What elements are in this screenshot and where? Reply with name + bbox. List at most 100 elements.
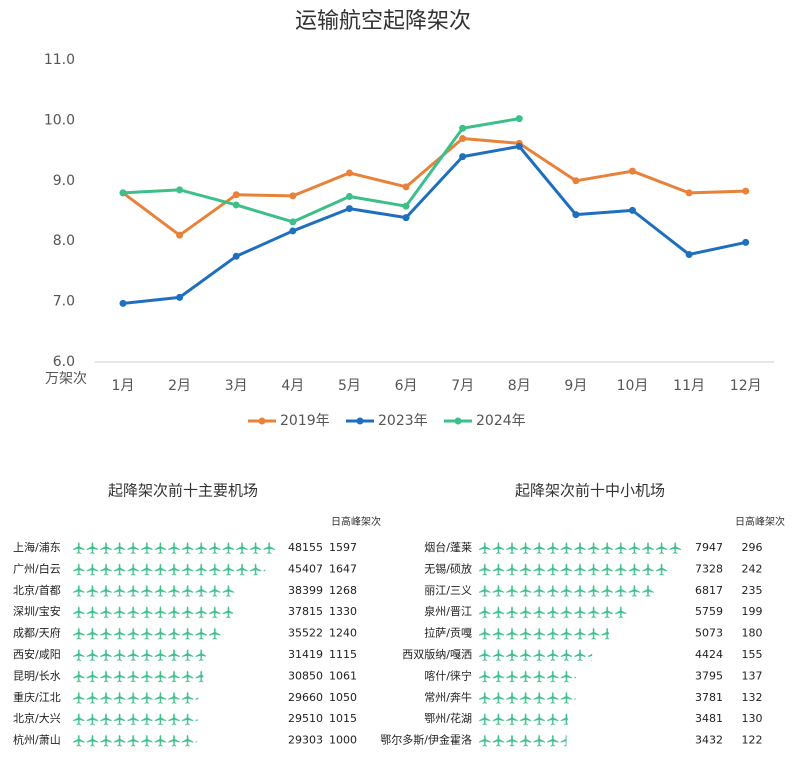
row-name: 泉州/晋江 [424, 604, 472, 618]
data-point [232, 201, 240, 209]
data-point [119, 299, 127, 307]
data-point [176, 293, 184, 301]
icon-row [478, 733, 567, 748]
series-line [122, 117, 520, 224]
data-point [742, 238, 750, 246]
row-value: 3481 [695, 712, 723, 725]
row-peak: 1240 [329, 627, 357, 640]
series-line [122, 144, 747, 305]
icon-bar [478, 690, 576, 705]
x-tick-label: 12月 [730, 378, 762, 394]
data-point [685, 250, 693, 258]
row-value: 7947 [695, 541, 723, 554]
icon-row [72, 648, 206, 662]
row-value: 45407 [288, 562, 323, 575]
data-point [402, 202, 410, 210]
data-point [628, 206, 636, 214]
x-tick-label: 8月 [508, 378, 531, 394]
row-value: 29303 [288, 734, 323, 747]
row-peak: 242 [742, 562, 763, 575]
icon-bar [478, 541, 683, 555]
icon-row [72, 562, 266, 577]
icon-bar [478, 605, 627, 620]
data-point [176, 186, 184, 194]
y-tick-label: 8.0 [53, 233, 75, 249]
row-peak: 122 [742, 734, 763, 747]
x-tick-label: 6月 [395, 378, 418, 394]
section-title: 起降架次前十中小机场 [515, 482, 665, 500]
icon-bar [72, 733, 197, 748]
icon-bar [72, 669, 204, 684]
y-tick-label: 10.0 [44, 112, 75, 128]
row-peak: 1647 [329, 562, 357, 575]
x-tick-label: 3月 [225, 378, 248, 394]
row-name: 烟台/蓬莱 [424, 540, 472, 554]
data-point [628, 167, 636, 175]
data-point [232, 191, 240, 199]
legend-label: 2019年 [280, 413, 330, 429]
icon-bar [72, 690, 199, 705]
row-name: 成都/天府 [13, 626, 61, 640]
row-value: 4424 [695, 648, 723, 661]
icon-bar [72, 562, 266, 577]
row-name: 西双版纳/嘎洒 [402, 647, 472, 661]
legend-marker [356, 417, 364, 425]
row-name: 重庆/江北 [13, 690, 61, 704]
x-tick-label: 11月 [673, 378, 705, 394]
data-point [345, 169, 353, 177]
data-point [232, 252, 240, 260]
data-point [515, 115, 523, 123]
icon-row [72, 733, 197, 748]
row-peak: 155 [742, 648, 763, 661]
icon-bar [72, 583, 236, 598]
x-tick-label: 2月 [168, 378, 191, 394]
icon-row [478, 626, 609, 641]
data-point [459, 135, 467, 143]
row-name: 拉萨/贡嘎 [424, 626, 472, 640]
data-point [742, 187, 750, 195]
icon-row [478, 669, 576, 684]
row-value: 38399 [288, 584, 323, 597]
data-point [345, 205, 353, 213]
legend-label: 2024年 [476, 413, 526, 429]
row-name: 无锡/硕放 [424, 561, 472, 575]
icon-row [478, 605, 627, 620]
x-tick-label: 1月 [112, 378, 135, 394]
row-name: 广州/白云 [13, 561, 61, 575]
x-tick-label: 9月 [564, 378, 587, 394]
icon-row [72, 605, 233, 620]
data-point [572, 177, 580, 185]
legend-marker [258, 417, 266, 425]
icon-row [478, 712, 568, 727]
row-value: 29510 [288, 712, 323, 725]
row-peak: 199 [742, 605, 763, 618]
data-point [459, 153, 467, 161]
x-tick-label: 4月 [281, 378, 304, 394]
row-value: 48155 [288, 541, 323, 554]
row-name: 常州/奔牛 [424, 690, 472, 704]
icon-bar [478, 733, 567, 748]
row-name: 深圳/宝安 [13, 604, 61, 618]
x-tick-label: 5月 [338, 378, 361, 394]
icon-row [72, 626, 224, 641]
row-name: 上海/浦东 [13, 540, 61, 554]
x-tick-label: 7月 [451, 378, 474, 394]
data-point [289, 218, 297, 226]
section-title: 起降架次前十主要机场 [108, 482, 258, 500]
row-peak: 1597 [329, 541, 357, 554]
icon-row [478, 583, 654, 598]
y-tick-label: 7.0 [53, 294, 75, 310]
legend-marker [454, 417, 462, 425]
row-peak: 1061 [329, 669, 357, 682]
row-value: 35522 [288, 627, 323, 640]
y-tick-label: 9.0 [53, 173, 75, 189]
icon-row [72, 669, 204, 684]
icon-bar [72, 541, 277, 555]
row-value: 5073 [695, 627, 723, 640]
chart-title: 运输航空起降架次 [295, 9, 471, 34]
icon-bar [72, 626, 224, 641]
data-point [289, 192, 297, 200]
x-tick-label: 10月 [617, 378, 649, 394]
row-peak: 1268 [329, 584, 357, 597]
row-value: 6817 [695, 584, 723, 597]
